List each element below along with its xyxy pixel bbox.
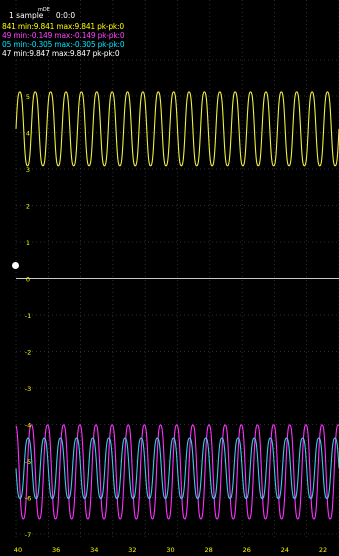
x-tick-label: 28 bbox=[204, 546, 212, 554]
x-tick-label: 32 bbox=[128, 546, 136, 554]
y-tick-label: -3 bbox=[25, 385, 31, 393]
channel-yellow-trace bbox=[15, 91, 339, 167]
y-tick-label: 3 bbox=[26, 166, 30, 174]
y-tick-label: -6 bbox=[25, 495, 31, 503]
y-tick-label: 0 bbox=[26, 276, 30, 284]
x-tick-label: 24 bbox=[281, 546, 289, 554]
y-tick-label: -7 bbox=[25, 531, 31, 539]
channel-cyan-trace bbox=[15, 437, 339, 500]
traces bbox=[15, 91, 339, 520]
readout-yellow: 841 min:9.841 max:9.841 pk-pk:0 bbox=[2, 22, 124, 31]
y-tick-label: -4 bbox=[25, 422, 31, 430]
readout-cyan: 05 min:-0.305 max:-0.305 pk-pk:0 bbox=[2, 40, 125, 49]
x-tick-label: 30 bbox=[166, 546, 174, 554]
y-tick-label: 5 bbox=[26, 93, 30, 101]
x-tick-label: 34 bbox=[90, 546, 98, 554]
y-tick-label: -5 bbox=[25, 458, 31, 466]
acquisition-time: 0:0:0 bbox=[55, 11, 76, 20]
x-tick-label: 22 bbox=[319, 546, 327, 554]
y-tick-label: 4 bbox=[26, 130, 30, 138]
y-tick-label: -1 bbox=[25, 312, 31, 320]
acquisition-header: 1 sample mDE 0:0:0 bbox=[9, 7, 76, 20]
acquisition-mode: 1 sample bbox=[9, 11, 44, 20]
x-tick-label: 40 bbox=[14, 546, 22, 554]
channel-magenta-trace bbox=[15, 424, 339, 520]
x-tick-label: 26 bbox=[243, 546, 251, 554]
x-tick-label: 36 bbox=[52, 546, 60, 554]
acquisition-mode-superscript: mDE bbox=[38, 7, 50, 13]
y-tick-label: 1 bbox=[26, 239, 30, 247]
grid bbox=[15, 0, 339, 540]
readout-white: 47 min:9.847 max:9.847 pk-pk:0 bbox=[2, 49, 120, 58]
zero-level-handle[interactable] bbox=[12, 262, 19, 269]
readout-magenta: 49 min:-0.149 max:-0.149 pk-pk:0 bbox=[2, 31, 125, 40]
y-tick-label: 2 bbox=[26, 203, 30, 211]
y-tick-label: -2 bbox=[25, 349, 31, 357]
